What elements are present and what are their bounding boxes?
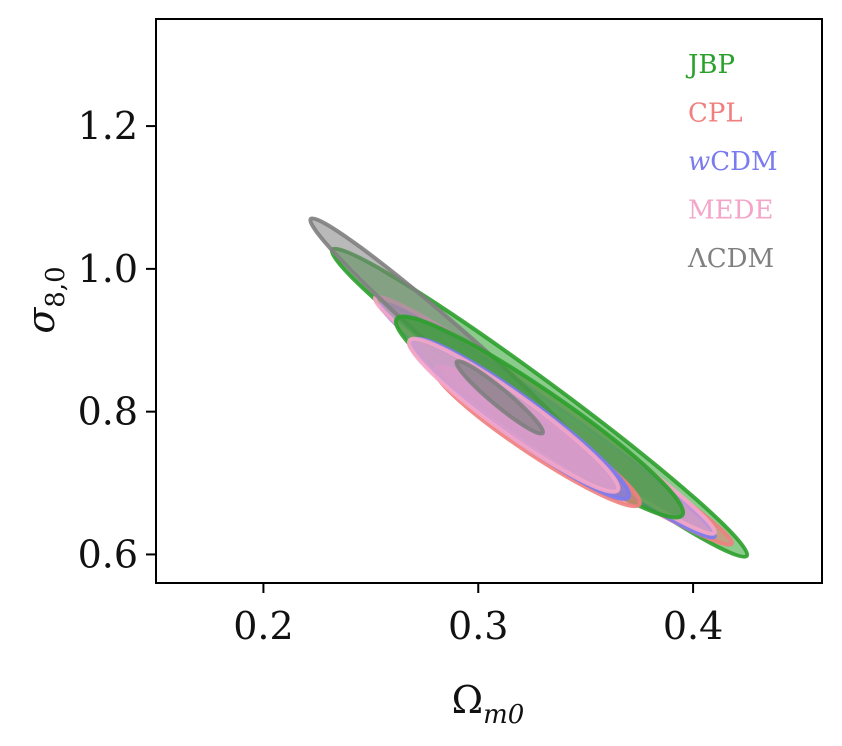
x-tick-label: 0.3 bbox=[448, 604, 508, 648]
legend-entry-mede: MEDE bbox=[688, 196, 773, 226]
axes-layer bbox=[155, 18, 823, 584]
y-ticks: 0.6 0.8 1.0 1.2 bbox=[78, 104, 156, 576]
x-tick-label: 0.4 bbox=[663, 604, 723, 648]
plot-background bbox=[156, 19, 822, 583]
legend-entry-wcdm: wCDM bbox=[688, 147, 778, 177]
x-axis-label-main: Ω bbox=[452, 678, 484, 722]
contours-layer bbox=[308, 216, 750, 559]
y-axis-label-sub: 8,0 bbox=[41, 266, 71, 307]
y-tick-label: 0.8 bbox=[78, 390, 138, 434]
y-axis-label-main: σ bbox=[19, 307, 63, 334]
y-tick-label: 1.0 bbox=[78, 247, 138, 291]
y-tick-label: 0.6 bbox=[78, 532, 138, 576]
legend-entry-cpl: CPL bbox=[688, 99, 743, 129]
x-ticks: 0.2 0.3 0.4 bbox=[233, 583, 723, 648]
y-axis-label: σ8,0 bbox=[19, 266, 71, 333]
legend-entry-italic-part: w bbox=[688, 147, 710, 177]
plot-frame bbox=[155, 18, 823, 584]
y-tick-label: 1.2 bbox=[78, 104, 138, 148]
x-axis-label-sub: m0 bbox=[483, 700, 524, 730]
legend-entry-rest-part: CDM bbox=[710, 147, 777, 177]
x-tick-label: 0.2 bbox=[233, 604, 293, 648]
contour-lcdm-68 bbox=[454, 359, 546, 436]
legend: JBP CPL wCDM MEDE ΛCDM bbox=[685, 50, 778, 274]
x-axis-label: Ωm0 bbox=[452, 678, 525, 730]
legend-entry-lcdm: ΛCDM bbox=[687, 244, 774, 274]
legend-entry-jbp: JBP bbox=[685, 50, 735, 80]
